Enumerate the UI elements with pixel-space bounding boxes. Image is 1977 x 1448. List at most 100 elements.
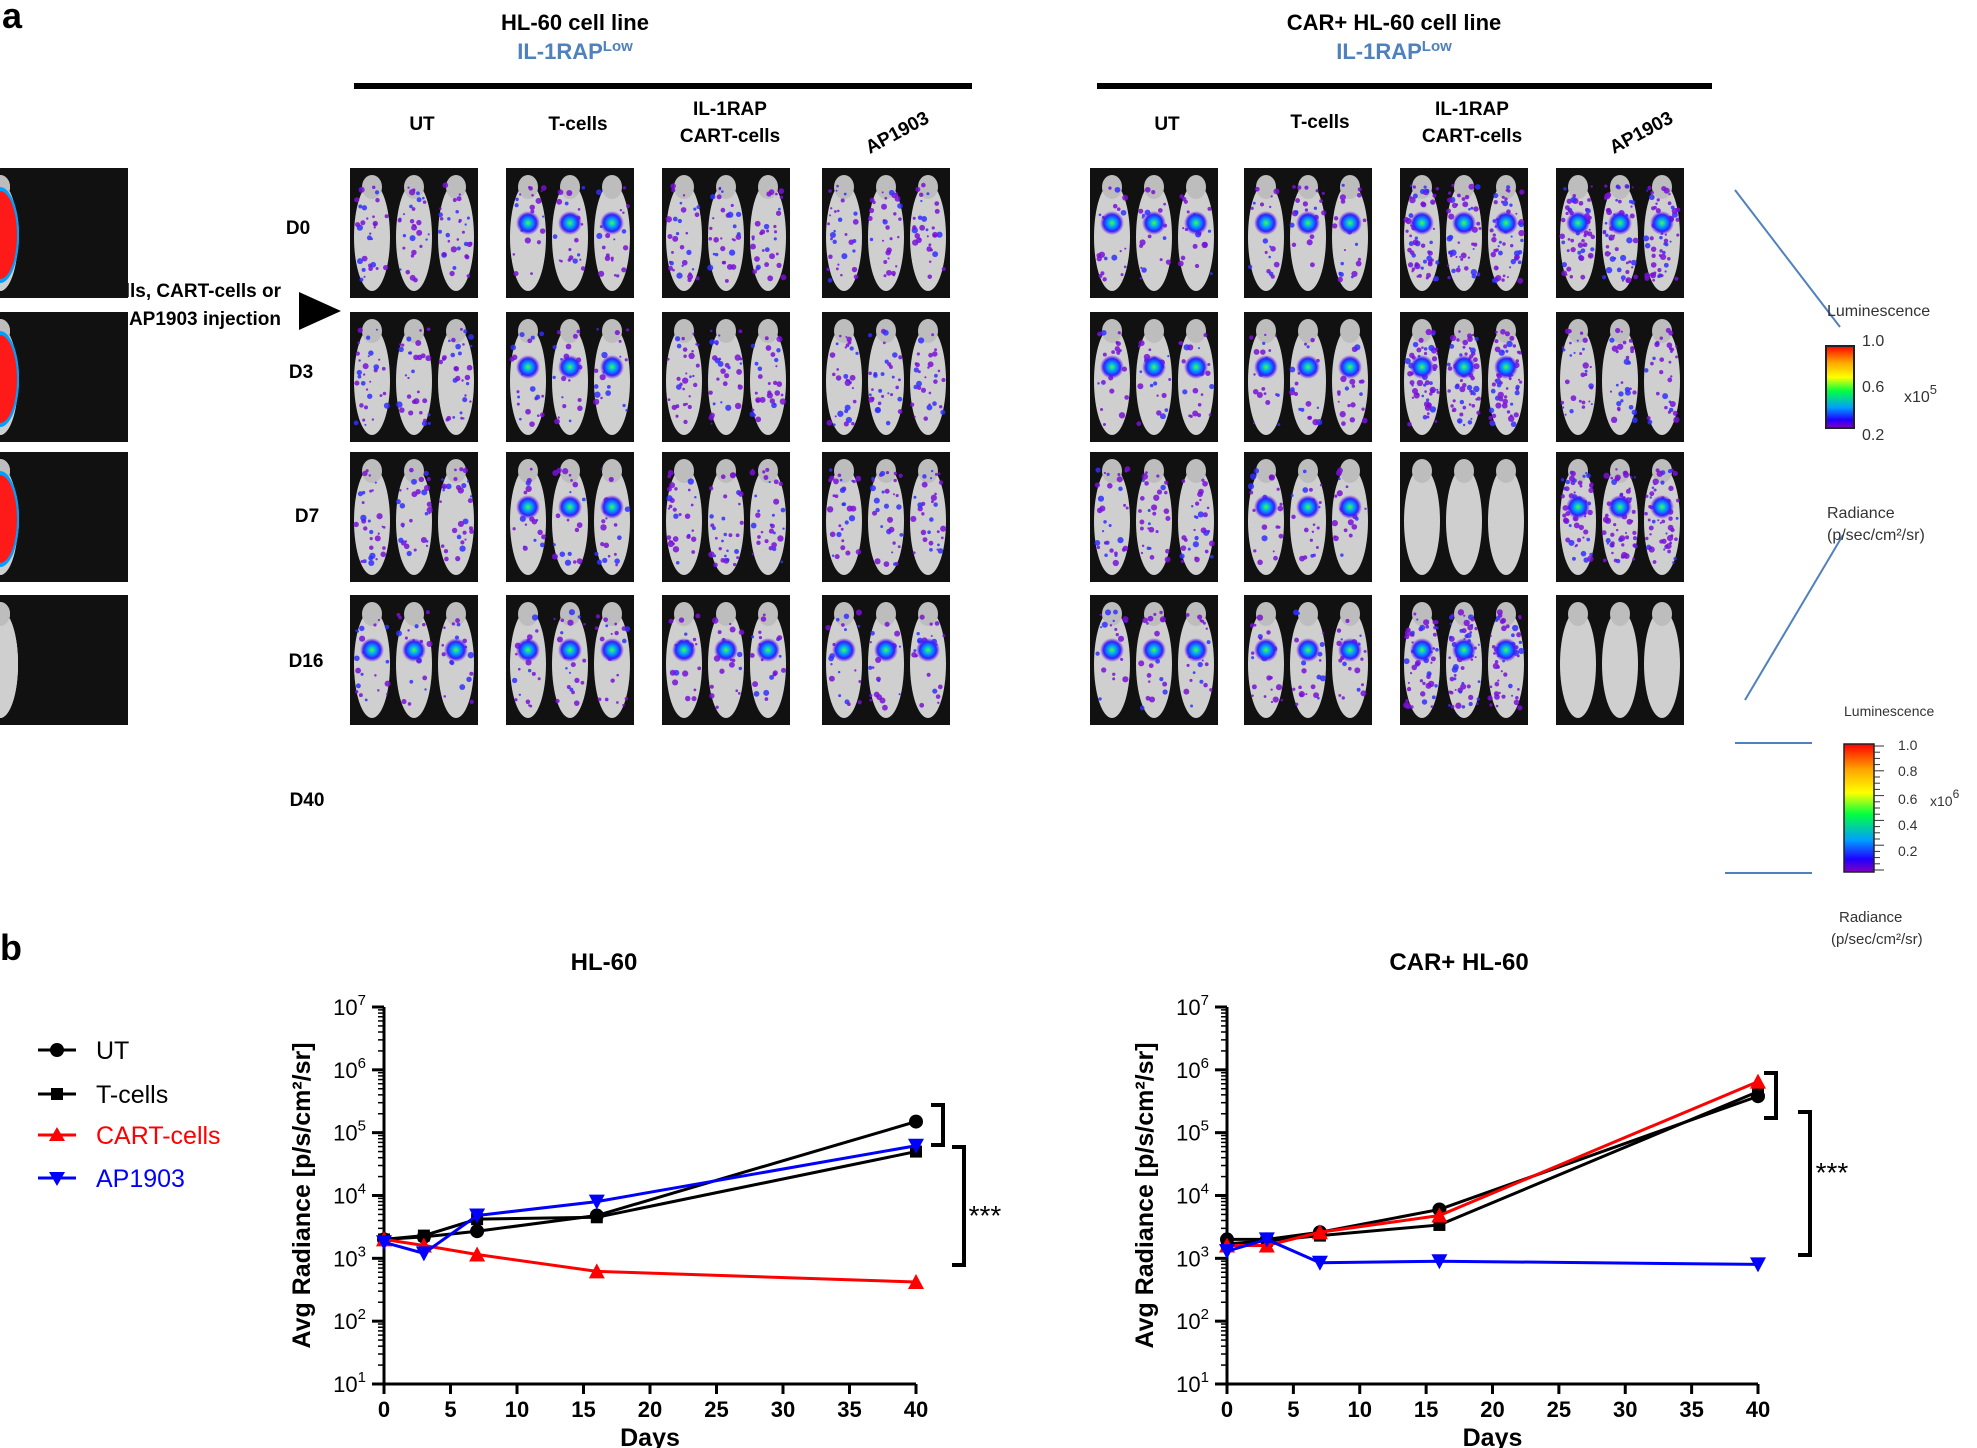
mouse-image xyxy=(350,312,478,442)
y-tick-label: 104 xyxy=(1176,1181,1209,1209)
significance-bracket xyxy=(1764,1071,1778,1120)
mouse-image xyxy=(0,595,128,725)
mouse-image xyxy=(662,312,790,442)
series-t-cells xyxy=(1221,1085,1764,1250)
scale1-tick: 1.0 xyxy=(1862,333,1884,350)
mouse-image xyxy=(1400,312,1528,442)
day-label-d3: D3 xyxy=(289,362,313,383)
data-point xyxy=(415,1246,432,1262)
mouse-image xyxy=(506,312,634,442)
data-point xyxy=(470,1224,485,1239)
mouse-image xyxy=(1090,595,1218,725)
mouse-image xyxy=(1090,452,1218,582)
injection-label-line2: AP1903 injection xyxy=(129,309,281,330)
series-cart-cells xyxy=(376,1231,924,1290)
x-tick-label: 20 xyxy=(638,1397,662,1422)
mouse-image xyxy=(350,595,478,725)
mouse-image xyxy=(1244,312,1372,442)
day-label-d40: D40 xyxy=(290,790,325,811)
legend-marker-triangle-up xyxy=(49,1127,65,1141)
data-point xyxy=(588,1263,605,1279)
legend-label: CART-cells xyxy=(96,1122,221,1150)
group-subtitle-car: IL-1RAPLow xyxy=(1336,38,1452,64)
group-title-hl60: HL-60 cell line xyxy=(501,10,649,35)
scale2-tick: 0.8 xyxy=(1898,763,1918,779)
y-tick-label: 101 xyxy=(1176,1369,1209,1397)
x-tick-label: 40 xyxy=(1746,1397,1770,1422)
mouse-image xyxy=(1556,595,1684,725)
x-tick-label: 20 xyxy=(1480,1397,1504,1422)
scale1-radiance: Radiance xyxy=(1827,505,1895,522)
data-point xyxy=(1219,1244,1235,1260)
cond-il1rap-hl60: IL-1RAP xyxy=(693,99,767,120)
series-line xyxy=(1227,1094,1759,1241)
data-point xyxy=(469,1208,486,1224)
mouse-image xyxy=(1556,452,1684,582)
y-tick-label: 107 xyxy=(1176,992,1209,1020)
scale2-tick: 1.0 xyxy=(1898,737,1918,753)
data-point xyxy=(469,1246,486,1262)
mouse-image xyxy=(822,595,950,725)
x-axis-label: Days xyxy=(1463,1424,1523,1448)
data-point xyxy=(376,1235,392,1251)
legend: UT T-cells CART-cells AP1903 xyxy=(38,1037,221,1193)
cond-il1rap-car: IL-1RAP xyxy=(1435,99,1509,120)
x-axis-label: Days xyxy=(620,1424,680,1448)
y-tick-label: 106 xyxy=(333,1055,366,1083)
line-chart-car-hl60: CAR+ HL-60 101 102 103 104 105 106 107 0 5 10 15 20 2… xyxy=(1131,949,1848,1448)
series-line xyxy=(383,1237,917,1284)
y-axis-label: Avg Radiance [p/s/cm²/sr] xyxy=(288,1042,316,1348)
mouse-image xyxy=(1244,595,1372,725)
x-tick-label: 35 xyxy=(1679,1397,1703,1422)
x-tick-label: 35 xyxy=(837,1397,861,1422)
data-point xyxy=(908,1274,924,1290)
cond-cart-hl60: CART-cells xyxy=(680,126,780,147)
mouse-image xyxy=(1556,312,1684,442)
data-point xyxy=(1311,1224,1328,1240)
data-point xyxy=(1431,1254,1448,1270)
cond-ap1903-car: AP1903 xyxy=(1606,108,1676,159)
chart-title: HL-60 xyxy=(571,949,638,976)
mouse-image xyxy=(822,452,950,582)
scale2-tick: 0.6 xyxy=(1898,791,1918,807)
data-point xyxy=(909,1114,923,1129)
y-tick-label: 106 xyxy=(1176,1055,1209,1083)
legend-marker-triangle-down xyxy=(49,1172,65,1186)
scale2-title: Luminescence xyxy=(1844,703,1934,719)
mouse-image xyxy=(0,312,128,442)
mouse-image xyxy=(662,168,790,298)
legend-label: AP1903 xyxy=(96,1165,185,1193)
mouse-image xyxy=(1400,168,1528,298)
y-tick-label: 102 xyxy=(1176,1306,1209,1334)
legend-marker-square xyxy=(51,1088,63,1100)
y-tick-label: 105 xyxy=(1176,1118,1209,1146)
series-ap1903 xyxy=(376,1138,924,1262)
mouse-image xyxy=(0,452,128,582)
series-cart-cells xyxy=(1219,1073,1766,1253)
x-tick-label: 15 xyxy=(1414,1397,1438,1422)
y-tick-label: 101 xyxy=(333,1369,366,1397)
x-tick-label: 40 xyxy=(904,1397,928,1422)
cond-ap1903-hl60: AP1903 xyxy=(862,108,932,159)
legend-item-tcells: T-cells xyxy=(38,1081,168,1109)
y-tick-label: 102 xyxy=(333,1306,366,1334)
series-line xyxy=(1227,1080,1759,1248)
mouse-image xyxy=(1400,452,1528,582)
x-tick-label: 5 xyxy=(444,1397,456,1422)
chart-title: CAR+ HL-60 xyxy=(1389,949,1528,976)
scale2-multiplier: x106 xyxy=(1930,787,1960,809)
legend-marker-circle xyxy=(50,1043,64,1057)
legend-label: T-cells xyxy=(96,1081,168,1109)
legend-item-ap1903: AP1903 xyxy=(38,1165,185,1193)
day-label-d7: D7 xyxy=(295,506,319,527)
y-tick-label: 103 xyxy=(1176,1243,1209,1271)
y-tick-label: 107 xyxy=(333,992,366,1020)
data-point xyxy=(588,1194,605,1210)
mouse-image xyxy=(0,168,128,298)
cond-ut-car: UT xyxy=(1154,114,1180,135)
legend-item-ut: UT xyxy=(38,1037,129,1065)
mouse-image xyxy=(350,452,478,582)
mouse-image xyxy=(350,168,478,298)
mouse-image xyxy=(1400,595,1528,725)
